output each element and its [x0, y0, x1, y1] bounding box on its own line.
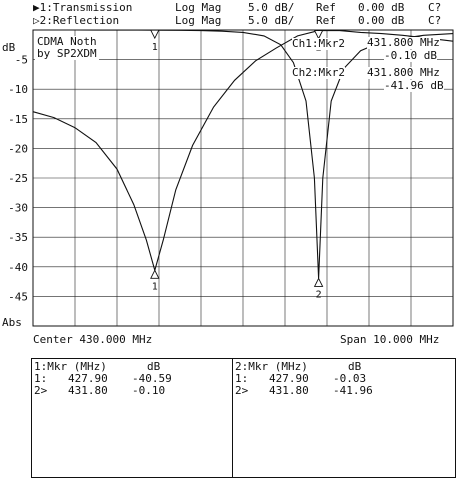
- ch2-marker-value: -41.96 dB: [384, 79, 444, 92]
- table-row-freq: 427.90: [269, 372, 309, 385]
- marker-1-label: 1: [152, 42, 158, 53]
- table-row-id: 2>: [235, 384, 249, 397]
- annotation-line-1: CDMA Noth: [37, 35, 97, 48]
- ch2-marker-label: Ch2:Mkr2: [292, 66, 345, 79]
- center-frequency: Center 430.000 MHz: [33, 333, 153, 346]
- y-axis-abs-label: Abs: [2, 316, 22, 329]
- marker-1-label: 1: [152, 281, 158, 292]
- y-tick-label: -10: [8, 83, 28, 96]
- y-tick-labels: -5 -10 -15 -20 -25 -30 -35 -40 -45: [8, 54, 28, 304]
- marker-2-label: 2: [316, 289, 322, 300]
- table-row-value: -0.03: [333, 372, 367, 385]
- ch1-ref-value: 0.00 dB: [358, 1, 405, 14]
- marker-2-triangle: [313, 30, 324, 40]
- ch2-ref-value: 0.00 dB: [358, 14, 405, 27]
- ch1-format: Log Mag: [175, 1, 222, 14]
- table-row-freq: 431.80: [269, 384, 309, 397]
- y-tick-label: -15: [8, 113, 28, 126]
- table-header-freq: 1:Mkr (MHz): [34, 360, 107, 373]
- ch1-ref-label: Ref: [316, 1, 336, 14]
- table-header-db: dB: [348, 360, 362, 373]
- ch1-marker-value: -0.10 dB: [384, 49, 437, 62]
- table-row-id: 1:: [235, 372, 249, 385]
- table-row-freq: 427.90: [68, 372, 108, 385]
- ch2-scale: 5.0 dB/: [248, 14, 295, 27]
- marker-table-ch1: 1:Mkr (MHz) dB 1: 427.90 -40.59 2> 431.8…: [31, 358, 233, 478]
- marker-1-triangle: [150, 29, 160, 40]
- transmission-trace: [32, 30, 454, 273]
- table-row-id: 1:: [34, 372, 48, 385]
- table-row-value: -0.10: [132, 384, 166, 397]
- y-tick-label: -35: [8, 231, 28, 244]
- table-header-freq: 2:Mkr (MHz): [235, 360, 308, 373]
- ch2-marker-freq: 431.800 MHz: [367, 66, 440, 79]
- ch2-ref-label: Ref: [316, 14, 336, 27]
- span-frequency: Span 10.000 MHz: [340, 333, 440, 346]
- y-tick-label: -30: [8, 202, 28, 215]
- marker-2-triangle: [313, 277, 324, 287]
- ch1-marker-freq: 431.800 MHz: [367, 36, 440, 49]
- table-row-freq: 431.80: [68, 384, 108, 397]
- graticule: [32, 29, 454, 327]
- table-row-value: -40.59: [132, 372, 172, 385]
- ch1-flag: C?: [428, 1, 442, 14]
- annotation-line-2: by SP2XDM: [37, 47, 97, 60]
- ch1-marker-label: Ch1:Mkr2: [292, 37, 345, 50]
- marker-1-triangle: [150, 269, 160, 279]
- ch1-scale: 5.0 dB/: [248, 1, 295, 14]
- annotation-box: CDMA Noth by SP2XDM: [35, 36, 99, 60]
- marker-table-ch2: 2:Mkr (MHz) dB 1: 427.90 -0.03 2> 431.80…: [232, 358, 456, 478]
- table-row-value: -41.96: [333, 384, 373, 397]
- ch2-name: ▷2:Reflection: [33, 14, 120, 27]
- table-row-id: 2>: [34, 384, 48, 397]
- y-tick-label: -40: [8, 261, 28, 274]
- table-header-db: dB: [147, 360, 161, 373]
- y-tick-label: -20: [8, 142, 28, 155]
- y-tick-label: -25: [8, 172, 28, 185]
- ch2-flag: C?: [428, 14, 442, 27]
- y-tick-label: -5: [15, 54, 28, 67]
- y-tick-label: -45: [8, 290, 28, 303]
- ch1-name: ▶1:Transmission: [33, 1, 133, 14]
- y-axis-unit-label: dB: [2, 41, 16, 54]
- ch2-format: Log Mag: [175, 14, 222, 27]
